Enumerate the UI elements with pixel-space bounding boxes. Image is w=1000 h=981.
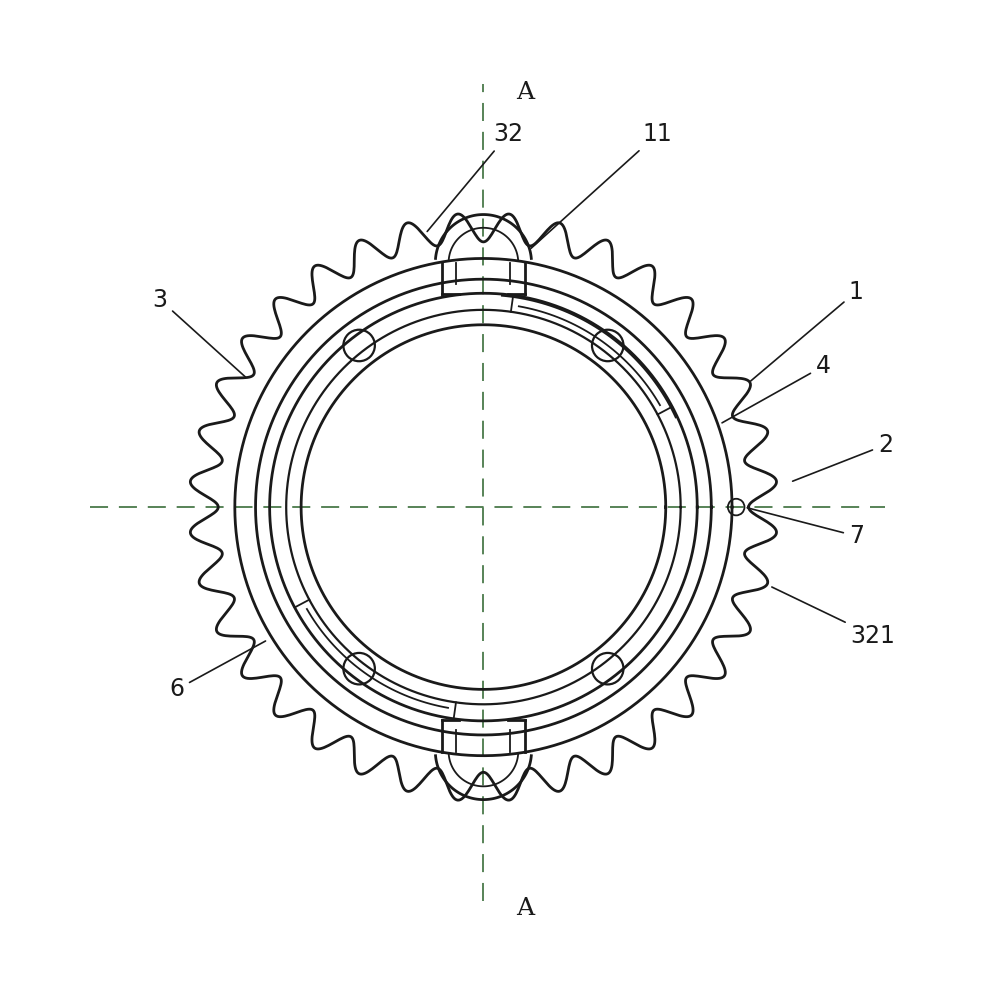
Text: A: A xyxy=(516,81,534,104)
Text: 4: 4 xyxy=(722,354,831,423)
Text: 1: 1 xyxy=(751,280,864,381)
Text: 2: 2 xyxy=(793,433,893,482)
Text: 3: 3 xyxy=(153,287,245,377)
Text: 6: 6 xyxy=(169,641,266,701)
Text: 7: 7 xyxy=(747,508,864,548)
Text: 321: 321 xyxy=(772,587,895,647)
Text: 11: 11 xyxy=(531,123,672,248)
Text: 32: 32 xyxy=(427,123,523,232)
Text: A: A xyxy=(516,898,534,920)
